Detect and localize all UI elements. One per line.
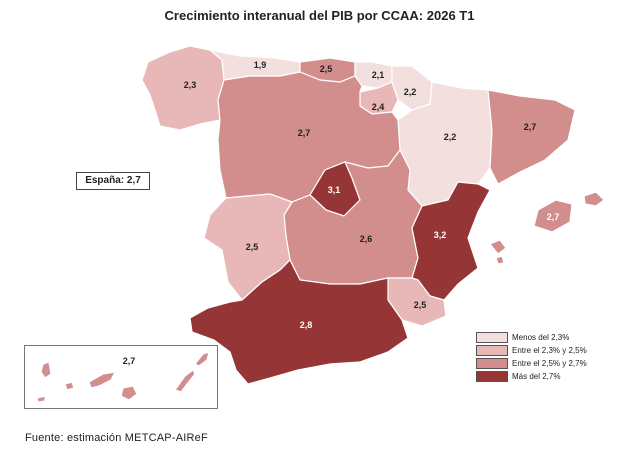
spain-total-box: España: 2,7 (76, 172, 150, 190)
region-canarias-lanzarote[interactable] (194, 351, 210, 367)
label-la-rioja: 2,4 (372, 102, 385, 112)
label-pais-vasco: 2,1 (372, 70, 385, 80)
map-title: Crecimiento interanual del PIB por CCAA:… (164, 8, 475, 23)
legend-label: Más del 2,7% (512, 371, 561, 381)
region-baleares-ibiza[interactable] (489, 239, 507, 255)
canarias-map: 2,7 (36, 351, 210, 403)
legend: Menos del 2,3% Entre el 2,3% y 2,5% Entr… (476, 331, 587, 383)
label-asturias: 1,9 (254, 60, 267, 70)
canarias-inset: 2,7 (24, 345, 218, 409)
region-canarias-fuerteventura[interactable] (174, 369, 196, 393)
region-canarias-gomera[interactable] (64, 381, 75, 391)
source-note: Fuente: estimación METCAP-AIReF (25, 432, 208, 444)
legend-label: Entre el 2,5% y 2,7% (512, 358, 587, 368)
label-castilla-la-mancha: 2,6 (360, 234, 373, 244)
label-canarias: 2,7 (123, 356, 136, 366)
region-andalucia[interactable] (189, 258, 409, 385)
label-madrid: 3,1 (328, 185, 341, 195)
region-cataluna[interactable] (487, 89, 576, 185)
legend-swatch (476, 344, 508, 356)
legend-item: Más del 2,7% (476, 370, 587, 382)
legend-swatch (476, 331, 508, 343)
region-canarias-hierro[interactable] (36, 395, 46, 403)
legend-swatch (476, 357, 508, 369)
legend-item: Entre el 2,5% y 2,7% (476, 357, 587, 369)
region-baleares[interactable] (533, 199, 573, 233)
label-andalucia: 2,8 (300, 320, 313, 330)
region-baleares-menorca[interactable] (583, 191, 605, 207)
region-canarias-lapalma[interactable] (40, 361, 52, 379)
legend-label: Entre el 2,3% y 2,5% (512, 345, 587, 355)
label-murcia: 2,5 (414, 300, 427, 310)
region-baleares-formentera[interactable] (495, 255, 505, 265)
label-castilla-leon: 2,7 (298, 128, 311, 138)
region-canarias-grancanaria[interactable] (120, 385, 138, 401)
legend-swatch (476, 370, 508, 382)
label-aragon: 2,2 (444, 132, 457, 142)
label-comunitat-valenciana: 3,2 (434, 230, 447, 240)
label-galicia: 2,3 (184, 80, 197, 90)
label-baleares: 2,7 (547, 212, 560, 222)
region-canarias-tenerife[interactable] (88, 371, 117, 389)
label-cantabria: 2,5 (320, 64, 333, 74)
label-cataluna: 2,7 (524, 122, 537, 132)
label-navarra: 2,2 (404, 87, 417, 97)
legend-item: Entre el 2,3% y 2,5% (476, 344, 587, 356)
legend-item: Menos del 2,3% (476, 331, 587, 343)
label-extremadura: 2,5 (246, 242, 259, 252)
legend-label: Menos del 2,3% (512, 332, 570, 342)
